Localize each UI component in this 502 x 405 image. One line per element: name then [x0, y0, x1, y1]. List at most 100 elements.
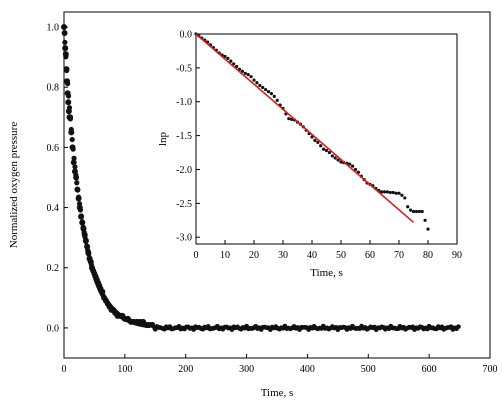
main-data-point	[71, 155, 77, 161]
main-data-point	[68, 126, 74, 133]
inset-y-tick-label: -0.5	[176, 63, 192, 74]
inset-data-point	[403, 196, 407, 200]
inset-plot: 0 10 20 30 40 50 60 70 80 90 0.0 -0.5 -1.0 -1.5 -2.0 -2…	[157, 30, 462, 280]
main-data-point	[65, 99, 72, 106]
inset-fit-line	[195, 33, 415, 223]
inset-x-tick-label: 60	[365, 250, 375, 261]
inset-x-tick-label: 50	[336, 250, 346, 261]
inset-data-point	[266, 89, 271, 94]
main-data-point	[72, 164, 78, 170]
inset-data-point	[423, 218, 427, 222]
main-data-point	[76, 194, 82, 200]
main-data-point	[76, 201, 83, 207]
inset-data-point	[400, 193, 404, 197]
main-data-point	[75, 187, 81, 193]
inset-data-point	[388, 190, 392, 195]
inset-data-point	[406, 205, 410, 209]
inset-data-point	[426, 227, 430, 231]
main-data-point	[455, 324, 461, 330]
inset-data-point	[319, 144, 323, 148]
inset-x-tick-label: 80	[423, 250, 433, 261]
main-data-point	[146, 322, 152, 329]
inset-data-point	[420, 209, 424, 214]
main-x-tick-label: 100	[117, 364, 132, 375]
inset-data-point	[330, 154, 334, 158]
main-data-point	[61, 30, 68, 37]
main-data-point	[63, 54, 69, 60]
inset-y-tick-label: -1.5	[176, 131, 192, 142]
main-data-point	[74, 180, 80, 186]
main-data-point	[62, 39, 68, 45]
inset-data-point	[348, 162, 352, 166]
inset-x-tick-label: 20	[249, 250, 259, 261]
inset-data-point	[322, 147, 326, 151]
inset-x-tick-label: 10	[220, 250, 230, 261]
inset-x-tick-label: 40	[307, 250, 317, 261]
inset-data-point	[269, 92, 273, 96]
inset-y-tick-label: -2.5	[176, 199, 192, 210]
main-data-point	[65, 93, 72, 99]
inset-data-point	[235, 64, 239, 69]
inset-y-tick-label: 0.0	[180, 30, 193, 41]
inset-data-point	[255, 81, 259, 85]
inset-data-point	[243, 71, 247, 75]
inset-data-point	[411, 209, 416, 214]
main-data-point	[83, 239, 89, 245]
main-x-tick-label: 0	[62, 364, 67, 375]
inset-data-point	[397, 191, 401, 195]
main-data-point	[66, 105, 73, 111]
main-x-tick-label: 200	[178, 364, 193, 375]
inset-data-point	[229, 59, 233, 63]
inset-y-tick-label: -2.0	[176, 165, 192, 176]
inset-data-point	[249, 75, 253, 79]
inset-data-point	[287, 117, 291, 121]
inset-data-point	[258, 83, 262, 88]
main-y-axis-label: Normalized oxygen pressure	[8, 122, 20, 249]
inset-data-point	[272, 94, 276, 98]
main-data-point	[64, 67, 70, 74]
inset-frame	[195, 33, 458, 245]
main-x-tick-label: 700	[483, 364, 498, 375]
inset-data-point	[385, 190, 389, 194]
main-x-axis-label: Time, s	[261, 387, 294, 399]
main-y-tick-label: 0.2	[47, 263, 60, 274]
main-data-point	[77, 207, 84, 213]
main-x-tick-label: 500	[361, 364, 376, 375]
main-x-tick-label: 400	[300, 364, 315, 375]
inset-data-point	[351, 164, 355, 168]
inset-data-point	[246, 73, 250, 77]
main-y-tick-label: 1.0	[47, 23, 60, 34]
inset-data-point	[316, 140, 320, 144]
main-data-point	[61, 24, 67, 30]
inset-data-point	[324, 148, 329, 153]
inset-data-point	[414, 209, 418, 214]
inset-x-tick-label: 30	[278, 250, 288, 261]
inset-x-axis-label: Time, s	[310, 267, 343, 279]
main-data-point	[70, 159, 77, 166]
inset-data-point	[261, 85, 265, 90]
inset-x-tick-label: 70	[394, 250, 404, 261]
inset-data-point	[380, 190, 384, 194]
main-x-tick-label: 600	[422, 364, 437, 375]
main-y-tick-label: 0.6	[47, 143, 60, 154]
main-data-point	[80, 224, 86, 230]
main-y-tick-label: 0.8	[47, 83, 60, 94]
inset-data-point	[409, 208, 413, 212]
inset-data-point	[223, 54, 227, 58]
main-data-point	[84, 243, 90, 249]
main-data-point	[67, 116, 73, 122]
inset-data-point	[226, 56, 230, 60]
main-data-point	[79, 219, 85, 225]
inset-data-point	[417, 209, 421, 214]
inset-data-point	[313, 138, 317, 142]
inset-y-tick-label: -1.0	[176, 97, 192, 108]
main-data-point	[65, 80, 71, 87]
inset-data-point	[382, 190, 387, 194]
main-data-point	[82, 234, 88, 240]
main-frame	[63, 11, 491, 359]
main-data-point	[73, 172, 79, 178]
inset-data-point	[391, 190, 395, 195]
main-data-point	[78, 213, 84, 219]
inset-x-tick-label: 0	[194, 250, 199, 261]
inset-data-point	[336, 158, 340, 162]
